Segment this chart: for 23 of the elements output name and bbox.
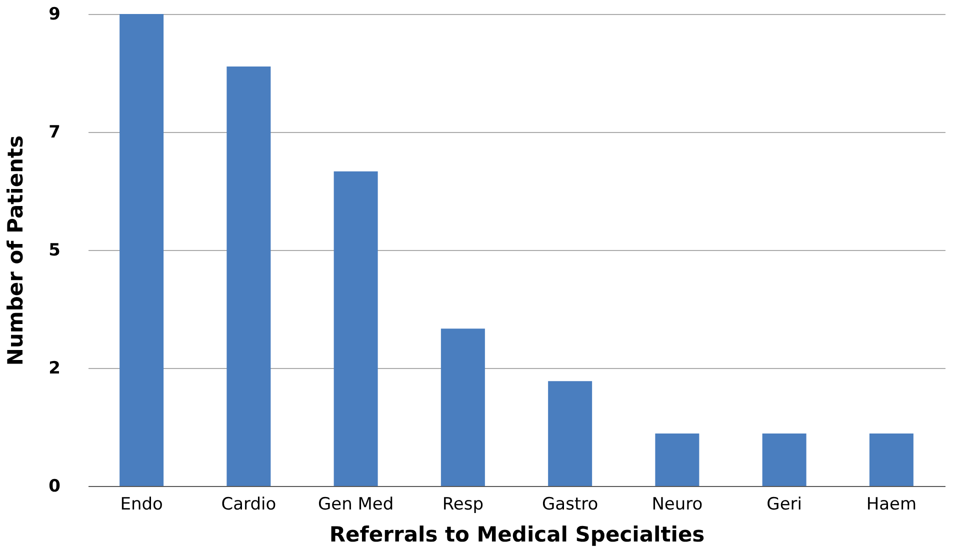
x-tick-label: Endo xyxy=(120,494,163,514)
bar xyxy=(120,14,164,486)
bar xyxy=(226,66,271,486)
x-tick-label: Resp xyxy=(442,494,484,514)
y-tick-label: 0 xyxy=(48,476,61,496)
x-tick-label: Gen Med xyxy=(318,494,394,514)
bar xyxy=(869,434,914,486)
x-tick-label: Gastro xyxy=(542,494,598,514)
bar xyxy=(762,434,806,486)
y-axis-title: Number of Patients xyxy=(4,135,28,366)
bar xyxy=(440,328,485,486)
bar xyxy=(334,171,378,486)
x-tick-label: Cardio xyxy=(221,494,276,514)
y-tick-label: 2 xyxy=(48,358,60,378)
y-tick-label: 7 xyxy=(48,122,60,142)
x-tick-label: Neuro xyxy=(652,494,703,514)
bar xyxy=(655,434,700,486)
x-axis-title: Referrals to Medical Specialties xyxy=(329,522,705,546)
y-tick-label: 9 xyxy=(48,4,60,24)
bar xyxy=(548,381,592,486)
x-tick-label: Geri xyxy=(766,494,802,514)
x-tick-label: Haem xyxy=(866,494,917,514)
y-tick-label: 5 xyxy=(48,240,60,260)
